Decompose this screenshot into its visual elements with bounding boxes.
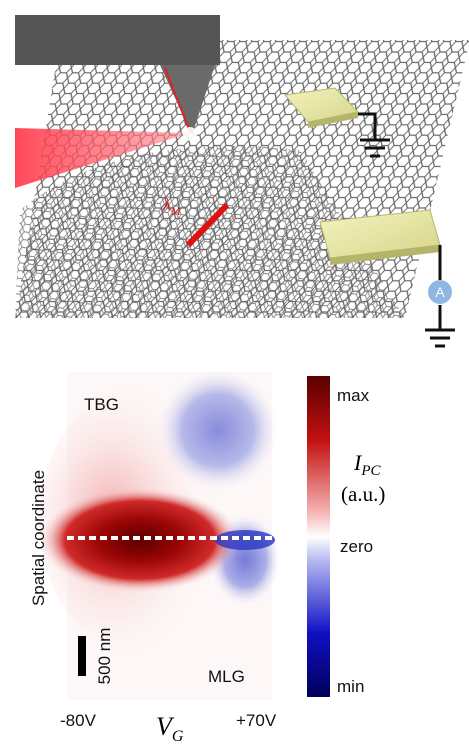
photocurrent-map: TBG MLG 500 nm Spatial coordinate -80V +… — [29, 370, 280, 745]
y-axis-label: Spatial coordinate — [29, 470, 48, 606]
schematic: A λM — [15, 15, 469, 348]
subscript: PC — [360, 463, 381, 479]
mlg-label: MLG — [208, 667, 245, 686]
max-label: max — [337, 386, 370, 405]
x-start-label: -80V — [60, 711, 97, 730]
subscript: M — [170, 204, 182, 218]
cantilever — [15, 15, 220, 65]
symbol: I — [353, 450, 363, 475]
scale-bar — [78, 636, 86, 676]
scale-bar-label: 500 nm — [95, 628, 114, 685]
colorbar: max IPC (a.u.) zero min — [307, 376, 385, 697]
ammeter — [428, 280, 452, 304]
moire-wavelength — [185, 202, 230, 248]
symbol: λ — [162, 194, 171, 214]
colorbar-gradient — [307, 376, 330, 697]
x-axis-label: VG — [156, 712, 184, 745]
ground — [358, 112, 455, 348]
ammeter-label: A — [435, 284, 445, 300]
min-label: min — [337, 677, 364, 696]
unit-label: (a.u.) — [341, 482, 385, 506]
tip — [160, 65, 215, 135]
zero-label: zero — [340, 537, 373, 556]
laser-beam — [15, 128, 190, 188]
symbol: V — [156, 712, 175, 741]
quantity-label: IPC — [353, 450, 381, 479]
x-end-label: +70V — [236, 711, 277, 730]
graphene-bottom-layer — [15, 146, 405, 318]
tbg-label: TBG — [84, 395, 119, 414]
subscript: G — [172, 728, 184, 745]
wavelength-label: λM — [162, 194, 182, 218]
